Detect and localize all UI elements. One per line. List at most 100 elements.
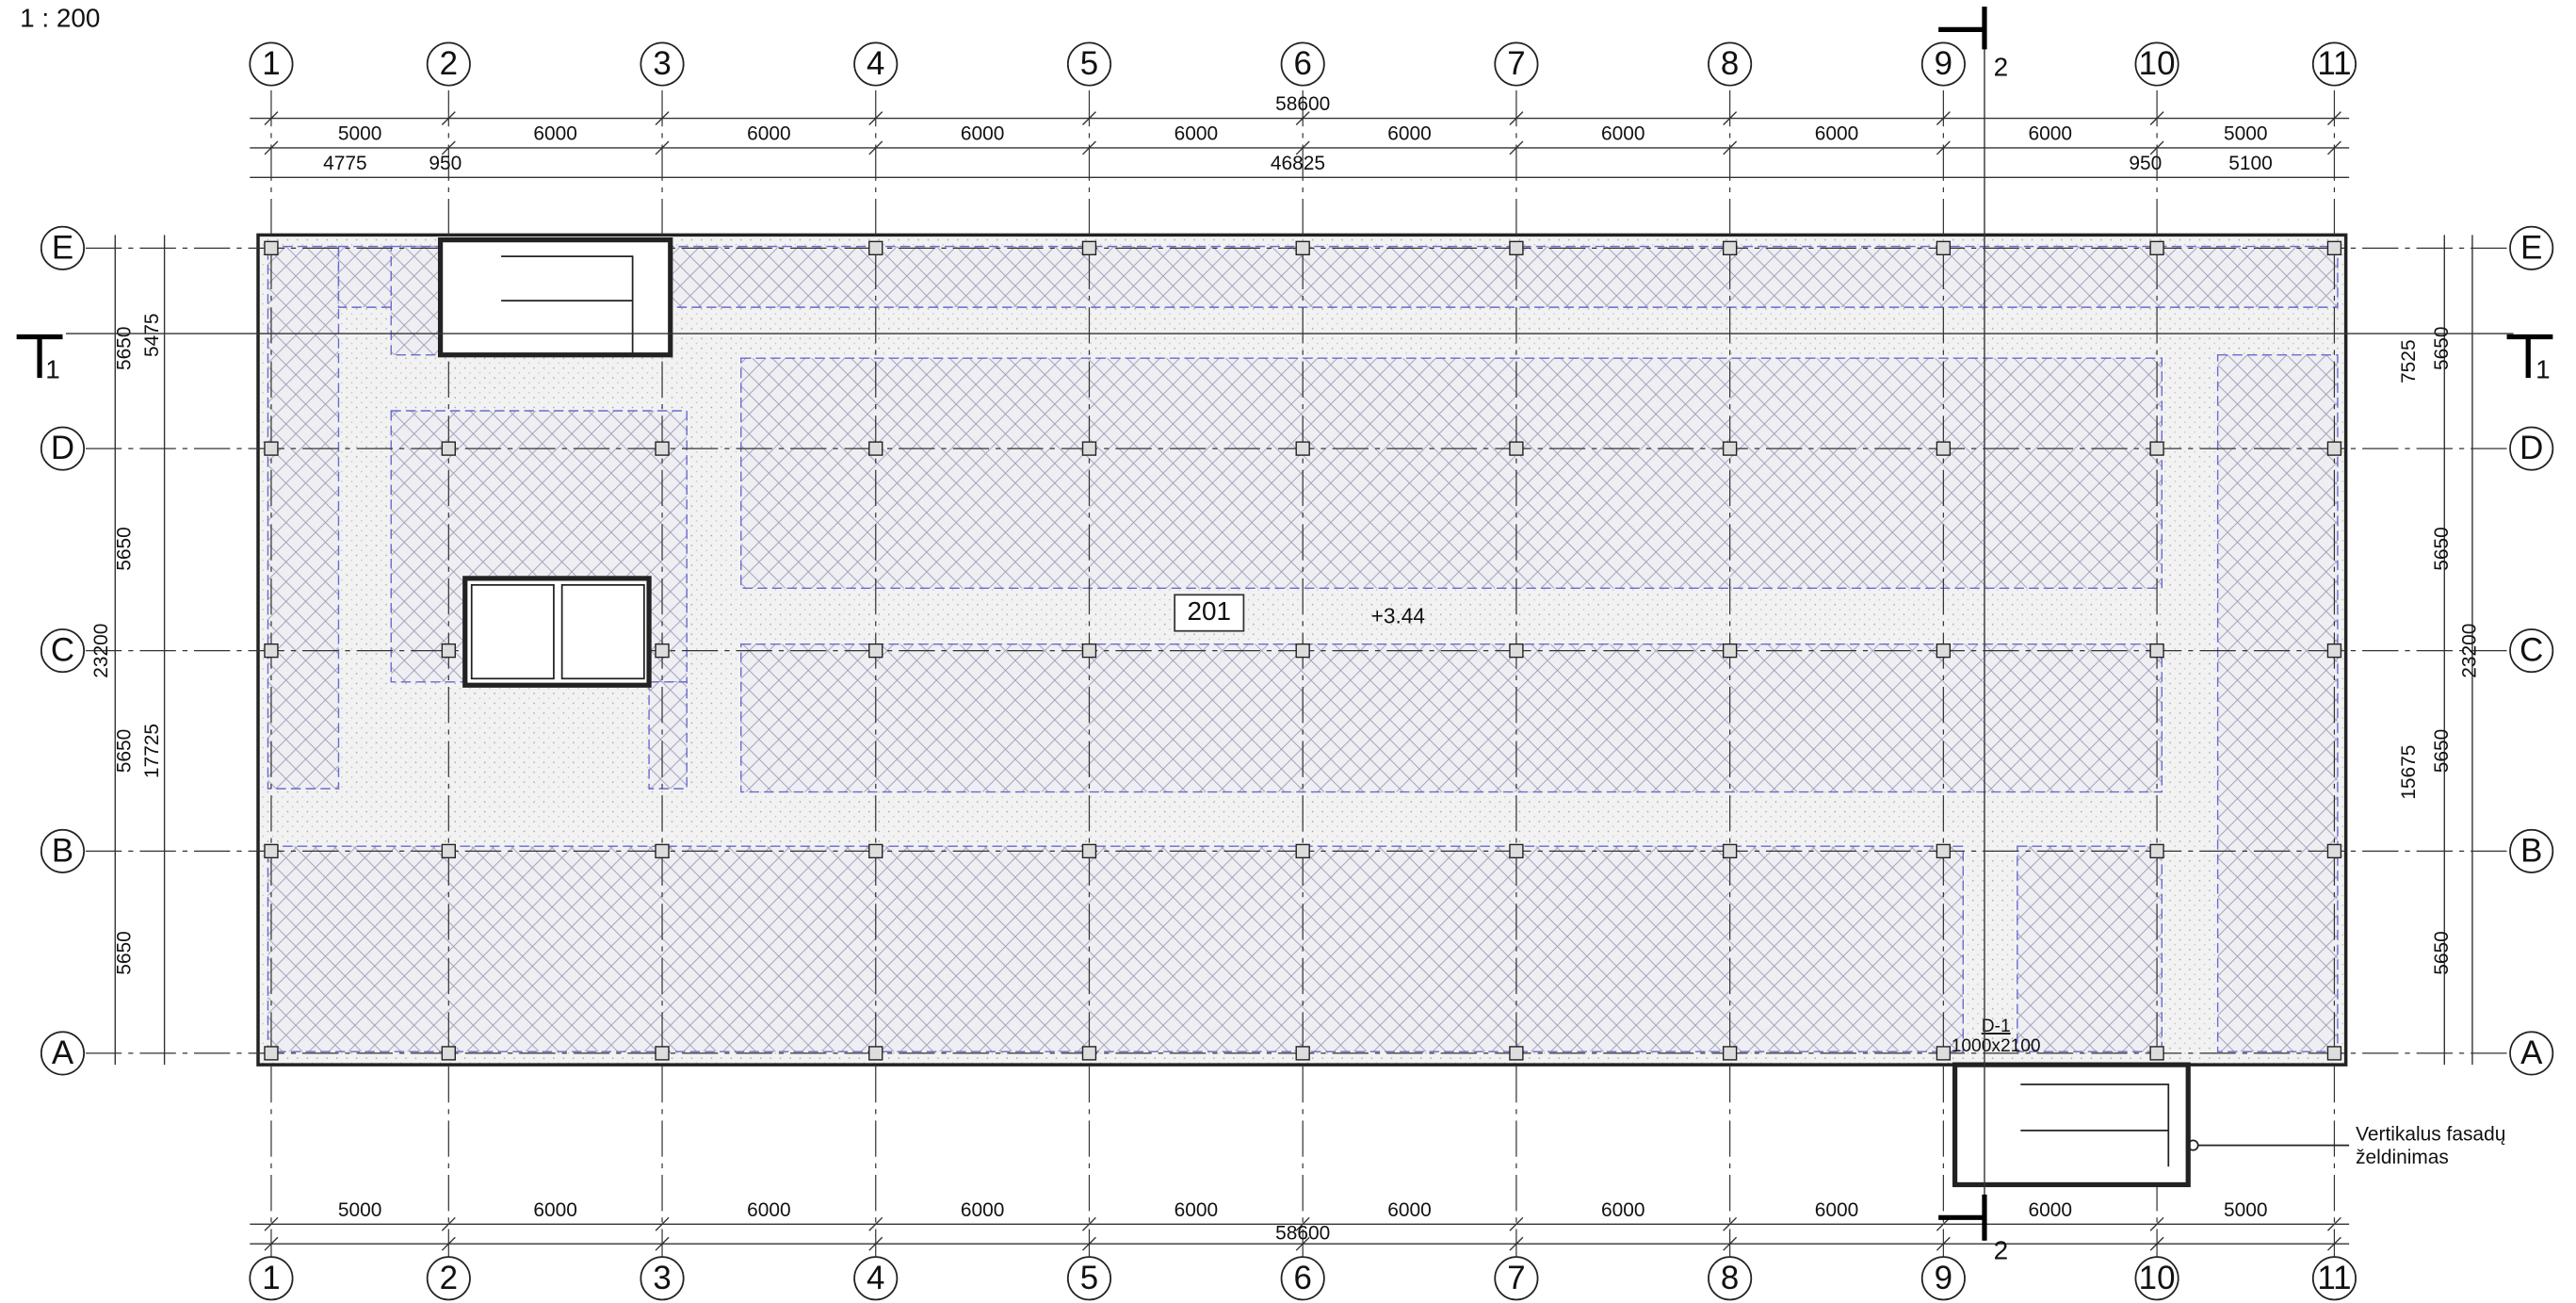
- grid-bubble: [1280, 41, 1325, 87]
- dimension-text: 950: [2129, 153, 2162, 174]
- door-tag: D-1: [1982, 1017, 2011, 1036]
- grid-bubble: [640, 1256, 685, 1301]
- column: [441, 1046, 456, 1061]
- grid-bubble: [1920, 1256, 1966, 1301]
- column: [655, 843, 670, 859]
- grid-bubble: [40, 628, 86, 674]
- grid-bubble: [2134, 1256, 2179, 1301]
- column: [2326, 240, 2342, 256]
- column: [1722, 1046, 1738, 1061]
- dimension-text: 5650: [2431, 931, 2453, 975]
- column: [1081, 240, 1097, 256]
- dimension-line: [868, 111, 883, 126]
- column: [868, 240, 883, 256]
- dimension-line: [1295, 111, 1310, 126]
- dimension-line: [655, 140, 670, 155]
- hatch-area: [740, 357, 2163, 590]
- column: [2149, 1046, 2164, 1061]
- dimension-line: [2326, 111, 2341, 126]
- grid-label: 11: [2317, 45, 2351, 82]
- dimension-line: [1723, 111, 1738, 126]
- section-label: 2: [1994, 1235, 2009, 1264]
- dimension-line: [1723, 140, 1738, 155]
- dimension-text: 6000: [1175, 123, 1219, 145]
- column: [655, 441, 670, 456]
- column: [2326, 441, 2342, 456]
- dimension-line: [264, 1236, 279, 1251]
- column: [1509, 441, 1524, 456]
- section-label: 1: [2535, 355, 2551, 384]
- dimension-text: 5650: [2431, 326, 2453, 370]
- dimension-line: [1295, 1236, 1310, 1251]
- dimension-text: 6000: [1815, 123, 1859, 145]
- grid-label: C: [2519, 632, 2543, 669]
- dimension-text: 5650: [2431, 729, 2453, 774]
- column: [868, 1046, 883, 1061]
- dimension-text: 6000: [1815, 1199, 1859, 1221]
- grid-label: 7: [1507, 45, 1525, 82]
- dimension-line: [2326, 1216, 2341, 1231]
- grid-bubble: [2509, 426, 2554, 471]
- dimension-line: [655, 111, 670, 126]
- hatch-area: [390, 245, 442, 356]
- column: [1722, 240, 1738, 256]
- column: [441, 441, 456, 456]
- column: [2149, 441, 2164, 456]
- dimension-line: [441, 140, 456, 155]
- dimension-text: 5000: [2224, 1199, 2268, 1221]
- column: [1936, 1046, 1952, 1061]
- dimension-line: [1082, 140, 1096, 155]
- dimension-text: 6000: [1175, 1199, 1219, 1221]
- hatch-area: [2216, 354, 2339, 1052]
- dimension-line: [441, 111, 456, 126]
- dimension-text: 5000: [2224, 123, 2268, 145]
- grid-label: 4: [867, 45, 884, 82]
- column: [1509, 843, 1524, 859]
- grid-label: 9: [1935, 45, 1952, 82]
- grid-bubble: [426, 1256, 471, 1301]
- dimension-text: 6000: [1387, 1199, 1432, 1221]
- column: [441, 643, 456, 659]
- grid-bubble: [2509, 828, 2554, 873]
- grid-bubble: [2311, 1256, 2357, 1301]
- column: [264, 441, 279, 456]
- grid-label: A: [2520, 1034, 2543, 1071]
- dimension-line: [2326, 140, 2341, 155]
- column: [264, 1046, 279, 1061]
- dimension-text: 6000: [747, 123, 791, 145]
- column: [868, 843, 883, 859]
- dimension-total: 58600: [1275, 1222, 1330, 1244]
- section-marker: [1938, 6, 1987, 50]
- room-number: 201: [1188, 596, 1232, 626]
- hatch-area: [740, 643, 2163, 793]
- dimension-line: [655, 1236, 670, 1251]
- dimension-line: [1509, 111, 1524, 126]
- dimension-line: [1082, 1236, 1096, 1251]
- grid-label: B: [52, 832, 73, 869]
- grid-bubble: [1494, 1256, 1539, 1301]
- column: [264, 643, 279, 659]
- dimension-line: [868, 140, 883, 155]
- grid-label: 9: [1935, 1260, 1952, 1296]
- column: [1295, 843, 1310, 859]
- grid-label: 2: [440, 45, 458, 82]
- grid-label: C: [51, 632, 74, 669]
- grid-bubble: [1708, 41, 1753, 87]
- room-level: +3.44: [1371, 604, 1425, 628]
- dimension-text: 46825: [1271, 153, 1325, 174]
- dimension-text: 15675: [2398, 745, 2420, 800]
- column: [441, 843, 456, 859]
- dimension-text: 950: [429, 153, 462, 174]
- hatch-area: [267, 845, 1964, 1052]
- grid-bubble: [1920, 41, 1966, 87]
- grid-label: 6: [1293, 1260, 1311, 1296]
- dimension-text: 6000: [1601, 1199, 1645, 1221]
- section-marker: [16, 334, 63, 379]
- section-label: 2: [1994, 53, 2009, 82]
- grid-bubble: [40, 1031, 86, 1076]
- column: [1081, 441, 1097, 456]
- column: [1081, 1046, 1097, 1061]
- column: [264, 843, 279, 859]
- column: [655, 1046, 670, 1061]
